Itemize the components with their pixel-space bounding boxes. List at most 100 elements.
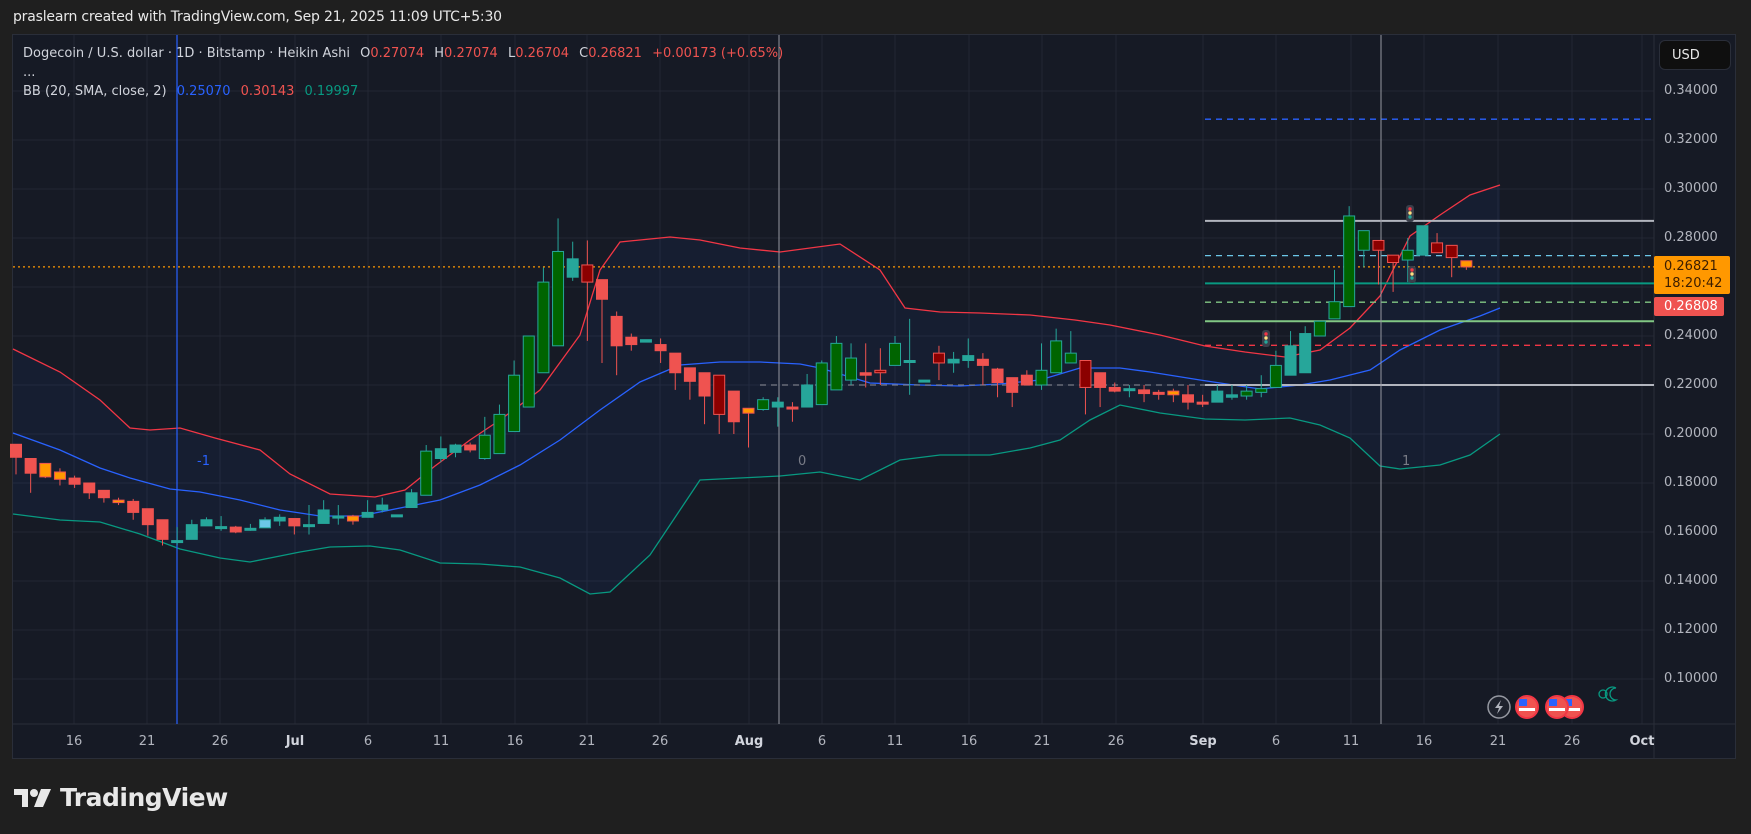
bb-indicator-row[interactable]: BB (20, SMA, close, 2) 0.25070 0.30143 0… xyxy=(23,82,783,101)
candle-body xyxy=(24,458,37,474)
candle-body xyxy=(1211,390,1224,403)
legend-more-button[interactable]: ... xyxy=(23,65,36,80)
candle-body xyxy=(1445,244,1458,259)
candle-body xyxy=(698,372,711,397)
signal-icon xyxy=(1264,340,1268,344)
candle-body xyxy=(581,264,594,283)
time-axis-label: Aug xyxy=(734,734,764,749)
time-axis-label: 11 xyxy=(432,734,450,749)
candle-body xyxy=(1108,386,1121,392)
candle-body xyxy=(244,527,257,531)
candle-body xyxy=(420,450,433,496)
time-axis-label: 11 xyxy=(1342,734,1360,749)
time-axis-label: 6 xyxy=(1271,734,1281,749)
time-axis-label: 6 xyxy=(363,734,373,749)
low-label: L xyxy=(507,46,516,61)
candle-body xyxy=(889,342,901,366)
chart-panel[interactable] xyxy=(12,34,1736,759)
candle-body xyxy=(932,352,945,364)
time-axis-label: 21 xyxy=(1033,734,1051,749)
candle-body xyxy=(625,336,638,346)
bb-label[interactable]: BB (20, SMA, close, 2) xyxy=(23,84,167,99)
candle-body xyxy=(669,352,682,374)
candle-body xyxy=(566,258,579,278)
us-flag-icon xyxy=(1564,708,1580,711)
bb-upper-value: 0.30143 xyxy=(240,84,295,99)
us-flag-icon xyxy=(1549,708,1565,711)
candle-body xyxy=(346,515,359,522)
candle-body xyxy=(991,368,1004,384)
candle-body xyxy=(976,358,989,366)
candle-body xyxy=(434,448,447,460)
candle-body xyxy=(639,339,652,343)
symbol-title[interactable]: Dogecoin / U.S. dollar · 1D · Bitstamp ·… xyxy=(23,46,350,61)
signal-icon xyxy=(1410,268,1414,272)
candle-body xyxy=(918,379,931,383)
price-axis-label: 0.16000 xyxy=(1664,524,1718,539)
candle-body xyxy=(112,499,125,504)
currency-button[interactable]: USD xyxy=(1659,40,1731,70)
candle-body xyxy=(200,519,213,527)
candle-body xyxy=(742,407,755,414)
candle-body xyxy=(713,374,726,415)
time-axis-label: 21 xyxy=(138,734,156,749)
candle-body xyxy=(53,471,66,480)
candle-body xyxy=(288,518,301,527)
price-axis-label: 0.10000 xyxy=(1664,671,1718,686)
candle-body xyxy=(1387,254,1400,263)
time-axis-label: 6 xyxy=(817,734,827,749)
price-axis-label: 0.24000 xyxy=(1664,328,1718,343)
lightning-icon xyxy=(1495,700,1503,714)
change-value: +0.00173 (+0.65%) xyxy=(652,46,784,61)
candle-body xyxy=(1372,239,1385,251)
candle-body xyxy=(405,492,418,508)
candle-body xyxy=(1255,388,1268,393)
candle-body xyxy=(552,250,565,347)
candle-body xyxy=(141,508,154,526)
candle-body xyxy=(830,342,843,391)
candle-body xyxy=(1079,360,1092,388)
price-axis-label: 0.32000 xyxy=(1664,132,1718,147)
candle-body xyxy=(1357,230,1370,251)
time-axis-label: 26 xyxy=(1107,734,1125,749)
candle-body xyxy=(127,500,140,513)
candle-body xyxy=(596,279,608,300)
candle-body xyxy=(39,462,52,478)
high-value: 0.27074 xyxy=(444,46,498,61)
signal-icon xyxy=(1408,215,1412,219)
candle-body xyxy=(493,413,506,455)
chart-legend: Dogecoin / U.S. dollar · 1D · Bitstamp ·… xyxy=(23,44,783,101)
candle-body xyxy=(361,511,374,518)
candle-body xyxy=(303,524,315,528)
candle-body xyxy=(1299,333,1312,374)
candle-body xyxy=(215,526,228,530)
candle-body xyxy=(522,335,535,408)
candle-body xyxy=(97,489,110,499)
tradingview-logo[interactable]: TradingView xyxy=(14,783,228,812)
candle-body xyxy=(332,515,345,519)
candle-body xyxy=(390,514,403,518)
candle-body xyxy=(1269,364,1282,388)
price-axis-label: 0.18000 xyxy=(1664,475,1718,490)
bb-lower-line xyxy=(12,404,1501,595)
close-value: 0.26821 xyxy=(588,46,642,61)
time-axis-label: Jul xyxy=(285,734,305,749)
candle-body xyxy=(1328,301,1341,320)
candle-body xyxy=(610,315,623,347)
candle-body xyxy=(1064,352,1077,364)
candle-body xyxy=(1196,401,1209,405)
candle-body xyxy=(757,399,770,411)
candle-body xyxy=(1123,388,1136,392)
time-axis-label: Oct xyxy=(1629,734,1655,749)
wave-count-label: 1 xyxy=(1402,454,1411,469)
candle-body xyxy=(845,357,858,381)
candle-body xyxy=(1182,394,1194,403)
bb-lower-value: 0.19997 xyxy=(304,84,359,99)
low-value: 0.26704 xyxy=(515,46,569,61)
time-axis-label: 26 xyxy=(1563,734,1581,749)
candle-body xyxy=(874,369,887,374)
candle-body xyxy=(786,406,799,410)
symbol-row[interactable]: Dogecoin / U.S. dollar · 1D · Bitstamp ·… xyxy=(23,44,783,63)
candle-body xyxy=(1006,377,1019,393)
